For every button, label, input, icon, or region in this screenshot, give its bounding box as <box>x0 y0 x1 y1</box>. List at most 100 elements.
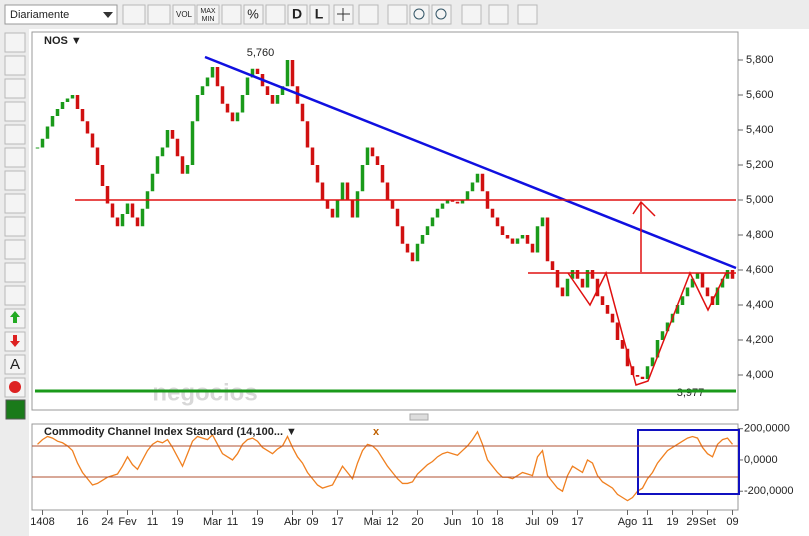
y-tick-label: 4,200 <box>746 334 774 346</box>
tool-button[interactable] <box>4 193 26 214</box>
candle <box>515 238 520 244</box>
candle <box>575 270 580 279</box>
l-button[interactable] <box>309 4 330 25</box>
candle <box>480 173 485 192</box>
candle <box>380 165 385 183</box>
down-arrow-icon <box>10 335 20 347</box>
percent-button[interactable] <box>243 4 264 25</box>
cci-line <box>37 430 734 502</box>
candle <box>405 243 410 253</box>
splitter[interactable] <box>409 413 429 421</box>
annotation: 5,760 <box>247 47 275 59</box>
candle <box>695 273 700 279</box>
x-tick-label: Set <box>699 516 716 528</box>
tool-button[interactable] <box>4 101 26 122</box>
tool-button[interactable] <box>4 55 26 76</box>
maxmin-button[interactable] <box>196 4 220 25</box>
d-text: D <box>292 6 302 22</box>
tool-button[interactable] <box>4 78 26 99</box>
candle <box>625 348 630 367</box>
candle <box>645 366 650 380</box>
x-tick-label: 17 <box>571 516 583 528</box>
candle <box>315 165 320 183</box>
x-tick-label: Mai <box>364 516 382 528</box>
candle <box>400 226 405 244</box>
tool-button[interactable] <box>4 170 26 191</box>
candle <box>565 278 570 297</box>
wave-button[interactable] <box>387 4 408 25</box>
candle <box>690 278 695 288</box>
indicator-close[interactable]: x <box>373 426 380 438</box>
candle <box>490 208 495 218</box>
candle <box>725 270 730 279</box>
candle <box>365 147 370 165</box>
candle <box>530 243 535 253</box>
candle <box>215 67 220 87</box>
max-text: MAX <box>200 8 216 15</box>
x-tick-label: Jul <box>525 516 539 528</box>
tool-button[interactable] <box>4 32 26 53</box>
tool-button[interactable] <box>4 239 26 260</box>
x-tick-label: 1408 <box>30 516 54 528</box>
tool-button[interactable] <box>4 262 26 283</box>
color-swatch[interactable] <box>5 399 26 420</box>
candle <box>140 208 145 227</box>
print-button[interactable] <box>461 4 482 25</box>
candle <box>500 226 505 235</box>
candle <box>235 112 240 122</box>
candle <box>285 60 290 87</box>
tool-button[interactable] <box>4 216 26 237</box>
vol-button[interactable] <box>172 4 196 25</box>
indicator-title[interactable]: Commodity Channel Index Standard (14,100… <box>44 426 297 438</box>
grid-button[interactable] <box>221 4 242 25</box>
candle <box>700 273 705 288</box>
line-tool-button[interactable] <box>358 4 379 25</box>
candle <box>450 200 455 202</box>
y-tick-label: 4,600 <box>746 264 774 276</box>
pattern-lines[interactable] <box>567 270 727 386</box>
tool-button[interactable] <box>4 354 26 375</box>
help-button[interactable] <box>488 4 509 25</box>
candle <box>175 138 180 157</box>
x-tick-label: 19 <box>251 516 263 528</box>
candle <box>660 331 665 340</box>
trend-line[interactable] <box>204 55 737 270</box>
candle <box>610 313 615 323</box>
candle <box>280 86 285 95</box>
candle <box>465 191 470 200</box>
y-tick-label: 5,800 <box>746 54 774 66</box>
book-button[interactable] <box>517 4 538 25</box>
highlight-box[interactable] <box>637 429 740 495</box>
zoom-in-button[interactable] <box>431 4 452 25</box>
candle <box>545 217 550 262</box>
x-tick-label: 18 <box>491 516 503 528</box>
symbol[interactable]: NOS ▼ <box>44 35 82 47</box>
bar-button[interactable] <box>147 4 171 25</box>
candle <box>90 133 95 148</box>
candle <box>185 165 190 174</box>
min-text: MIN <box>202 16 215 23</box>
period-select[interactable] <box>4 4 118 25</box>
candle <box>320 182 325 200</box>
d-button[interactable] <box>287 4 308 25</box>
candle <box>715 287 720 305</box>
candle <box>560 287 565 297</box>
candle <box>370 147 375 157</box>
tool-button[interactable] <box>4 285 26 306</box>
x-tick-label: Abr <box>284 516 301 528</box>
x-tick-label: 17 <box>331 516 343 528</box>
tool-button[interactable] <box>4 147 26 168</box>
candle-button[interactable] <box>122 4 146 25</box>
candle <box>135 217 140 227</box>
l-text: L <box>315 6 324 22</box>
percent-text: % <box>247 6 259 21</box>
candle <box>305 121 310 148</box>
target-arrow[interactable] <box>632 200 656 272</box>
area-button[interactable] <box>265 4 286 25</box>
candle <box>595 278 600 297</box>
candle <box>675 305 680 314</box>
zoom-out-button[interactable] <box>409 4 430 25</box>
y-tick-label: 5,000 <box>746 194 774 206</box>
tool-button[interactable] <box>4 124 26 145</box>
y2-tick-label: -200,0000 <box>744 485 794 497</box>
